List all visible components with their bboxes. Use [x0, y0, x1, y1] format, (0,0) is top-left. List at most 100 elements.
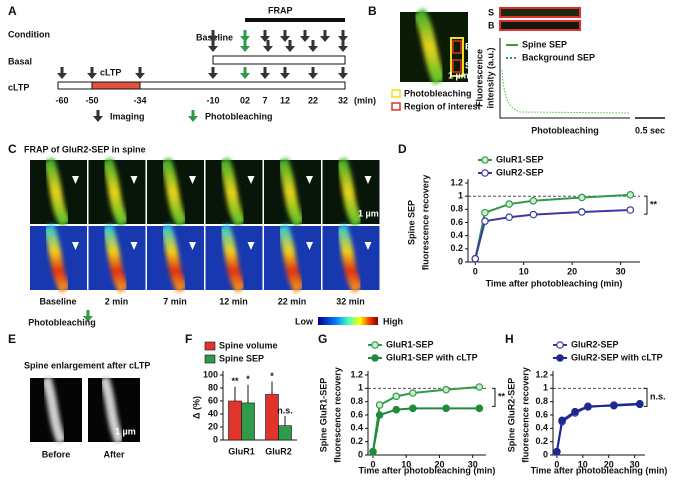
- strip-label: S: [488, 7, 494, 17]
- arrow-head: [338, 73, 348, 79]
- data-point: [471, 254, 480, 263]
- arrow-head: [308, 73, 318, 79]
- arrowhead-marker: [364, 242, 372, 250]
- y-axis-label: fluorescence recovery: [420, 175, 430, 271]
- time-unit: (min): [354, 95, 376, 105]
- bleach-box: [450, 37, 464, 77]
- time-label: 12 min: [219, 296, 248, 306]
- trace: [501, 69, 631, 114]
- data-point: [442, 404, 450, 413]
- legend-label: Spine volume: [219, 340, 278, 350]
- annotation: **: [231, 376, 239, 386]
- bar: [228, 400, 242, 441]
- annotation: *: [246, 374, 250, 384]
- arrow-head: [135, 73, 145, 79]
- trace-axes: [499, 38, 630, 119]
- treatment-label: cLTP: [100, 67, 121, 77]
- panel-label: D: [398, 142, 407, 156]
- legend-label: Background SEP: [522, 52, 595, 62]
- x-tick-label: 0: [554, 459, 559, 469]
- legend-marker: [556, 354, 564, 362]
- x-tick-label: 10: [519, 266, 529, 276]
- arrow-head: [280, 73, 290, 79]
- x-tick-label: GluR1: [228, 446, 255, 456]
- legend-marker: [481, 169, 489, 177]
- data-point: [578, 193, 586, 202]
- legend-swatch: [204, 341, 216, 351]
- y-tick-label: 1.2: [535, 369, 548, 379]
- dendrite: [41, 376, 67, 445]
- image-label: After: [103, 449, 124, 459]
- data-point: [392, 405, 401, 414]
- y-axis-label: Spine GluR1-SEP: [318, 378, 328, 453]
- data-point: [481, 217, 489, 225]
- y-tick-label: 0.2: [350, 436, 363, 446]
- y-tick-label: 0.8: [450, 204, 463, 214]
- data-point: [636, 400, 644, 409]
- data-point: [505, 200, 513, 208]
- data-point: [584, 402, 592, 411]
- arrow-head: [300, 36, 310, 42]
- x-tick-label: 0: [370, 459, 375, 469]
- row-label: Condition: [8, 29, 50, 39]
- time-tick-label: 02: [240, 95, 250, 105]
- bracket: [644, 195, 648, 215]
- panel-label: H: [505, 332, 514, 346]
- y-tick-label: 0: [358, 449, 363, 459]
- y-axis-label: Fluorescence: [474, 49, 484, 107]
- dendrite-heat: [276, 223, 306, 294]
- data-point: [369, 447, 377, 456]
- panel-label: A: [8, 4, 17, 18]
- arrow-head: [57, 73, 67, 79]
- legend-label: GluR2-SEP: [571, 339, 619, 349]
- panel-label: C: [8, 142, 17, 156]
- arrowhead-marker: [364, 176, 372, 184]
- x-tick-label: 10: [578, 459, 588, 469]
- data-point: [610, 401, 618, 410]
- time-tick-label: -60: [55, 95, 68, 105]
- y-tick-label: 0: [458, 256, 463, 266]
- data-point: [578, 208, 586, 216]
- series-line: [555, 403, 640, 452]
- data-point: [529, 210, 538, 219]
- dendrite-heat: [334, 223, 364, 294]
- scale-label: 0.5 sec: [635, 125, 665, 135]
- dendrite: [411, 8, 447, 85]
- legend-swatch: [204, 354, 216, 364]
- kymo-strip: [499, 20, 581, 31]
- y-tick-label: 100: [203, 369, 218, 379]
- arrow-head: [260, 73, 270, 79]
- y-tick-label: 0.6: [350, 409, 363, 419]
- x-tick-label: 0: [473, 266, 478, 276]
- x-tick-label: 10: [401, 459, 411, 469]
- panel-title: Spine enlargement after cLTP: [24, 360, 150, 370]
- data-point: [553, 447, 561, 456]
- arrow-head: [93, 116, 103, 122]
- time-tick-label: 12: [280, 95, 290, 105]
- x-tick-label: GluR2: [265, 446, 292, 456]
- cltp-treatment: [91, 81, 141, 90]
- series-line: [371, 386, 480, 452]
- scale-label: 1 µm: [115, 426, 136, 436]
- y-axis-label: intensity (a.u.): [485, 47, 495, 108]
- y-tick-label: 60: [208, 395, 218, 405]
- y-tick-label: 0.6: [450, 217, 463, 227]
- y-tick-label: 0.8: [535, 396, 548, 406]
- y-tick-label: 1: [458, 191, 463, 201]
- legend-label: Imaging: [110, 111, 145, 121]
- annotation: *: [270, 371, 274, 381]
- x-tick-label: 30: [616, 266, 626, 276]
- arrow-head: [240, 36, 250, 42]
- annotation: **: [498, 392, 506, 402]
- colorbar-label: Low: [295, 316, 314, 326]
- y-tick-label: 20: [208, 421, 218, 431]
- legend-label: Photobleaching: [404, 88, 472, 98]
- legend-label: Region of interest: [404, 101, 481, 111]
- y-tick-label: 1: [358, 383, 363, 393]
- x-tick-label: 30: [630, 459, 640, 469]
- data-point: [375, 401, 384, 409]
- data-point: [409, 389, 417, 397]
- row-label: Basal: [8, 56, 32, 66]
- dendrite-heat: [217, 223, 247, 294]
